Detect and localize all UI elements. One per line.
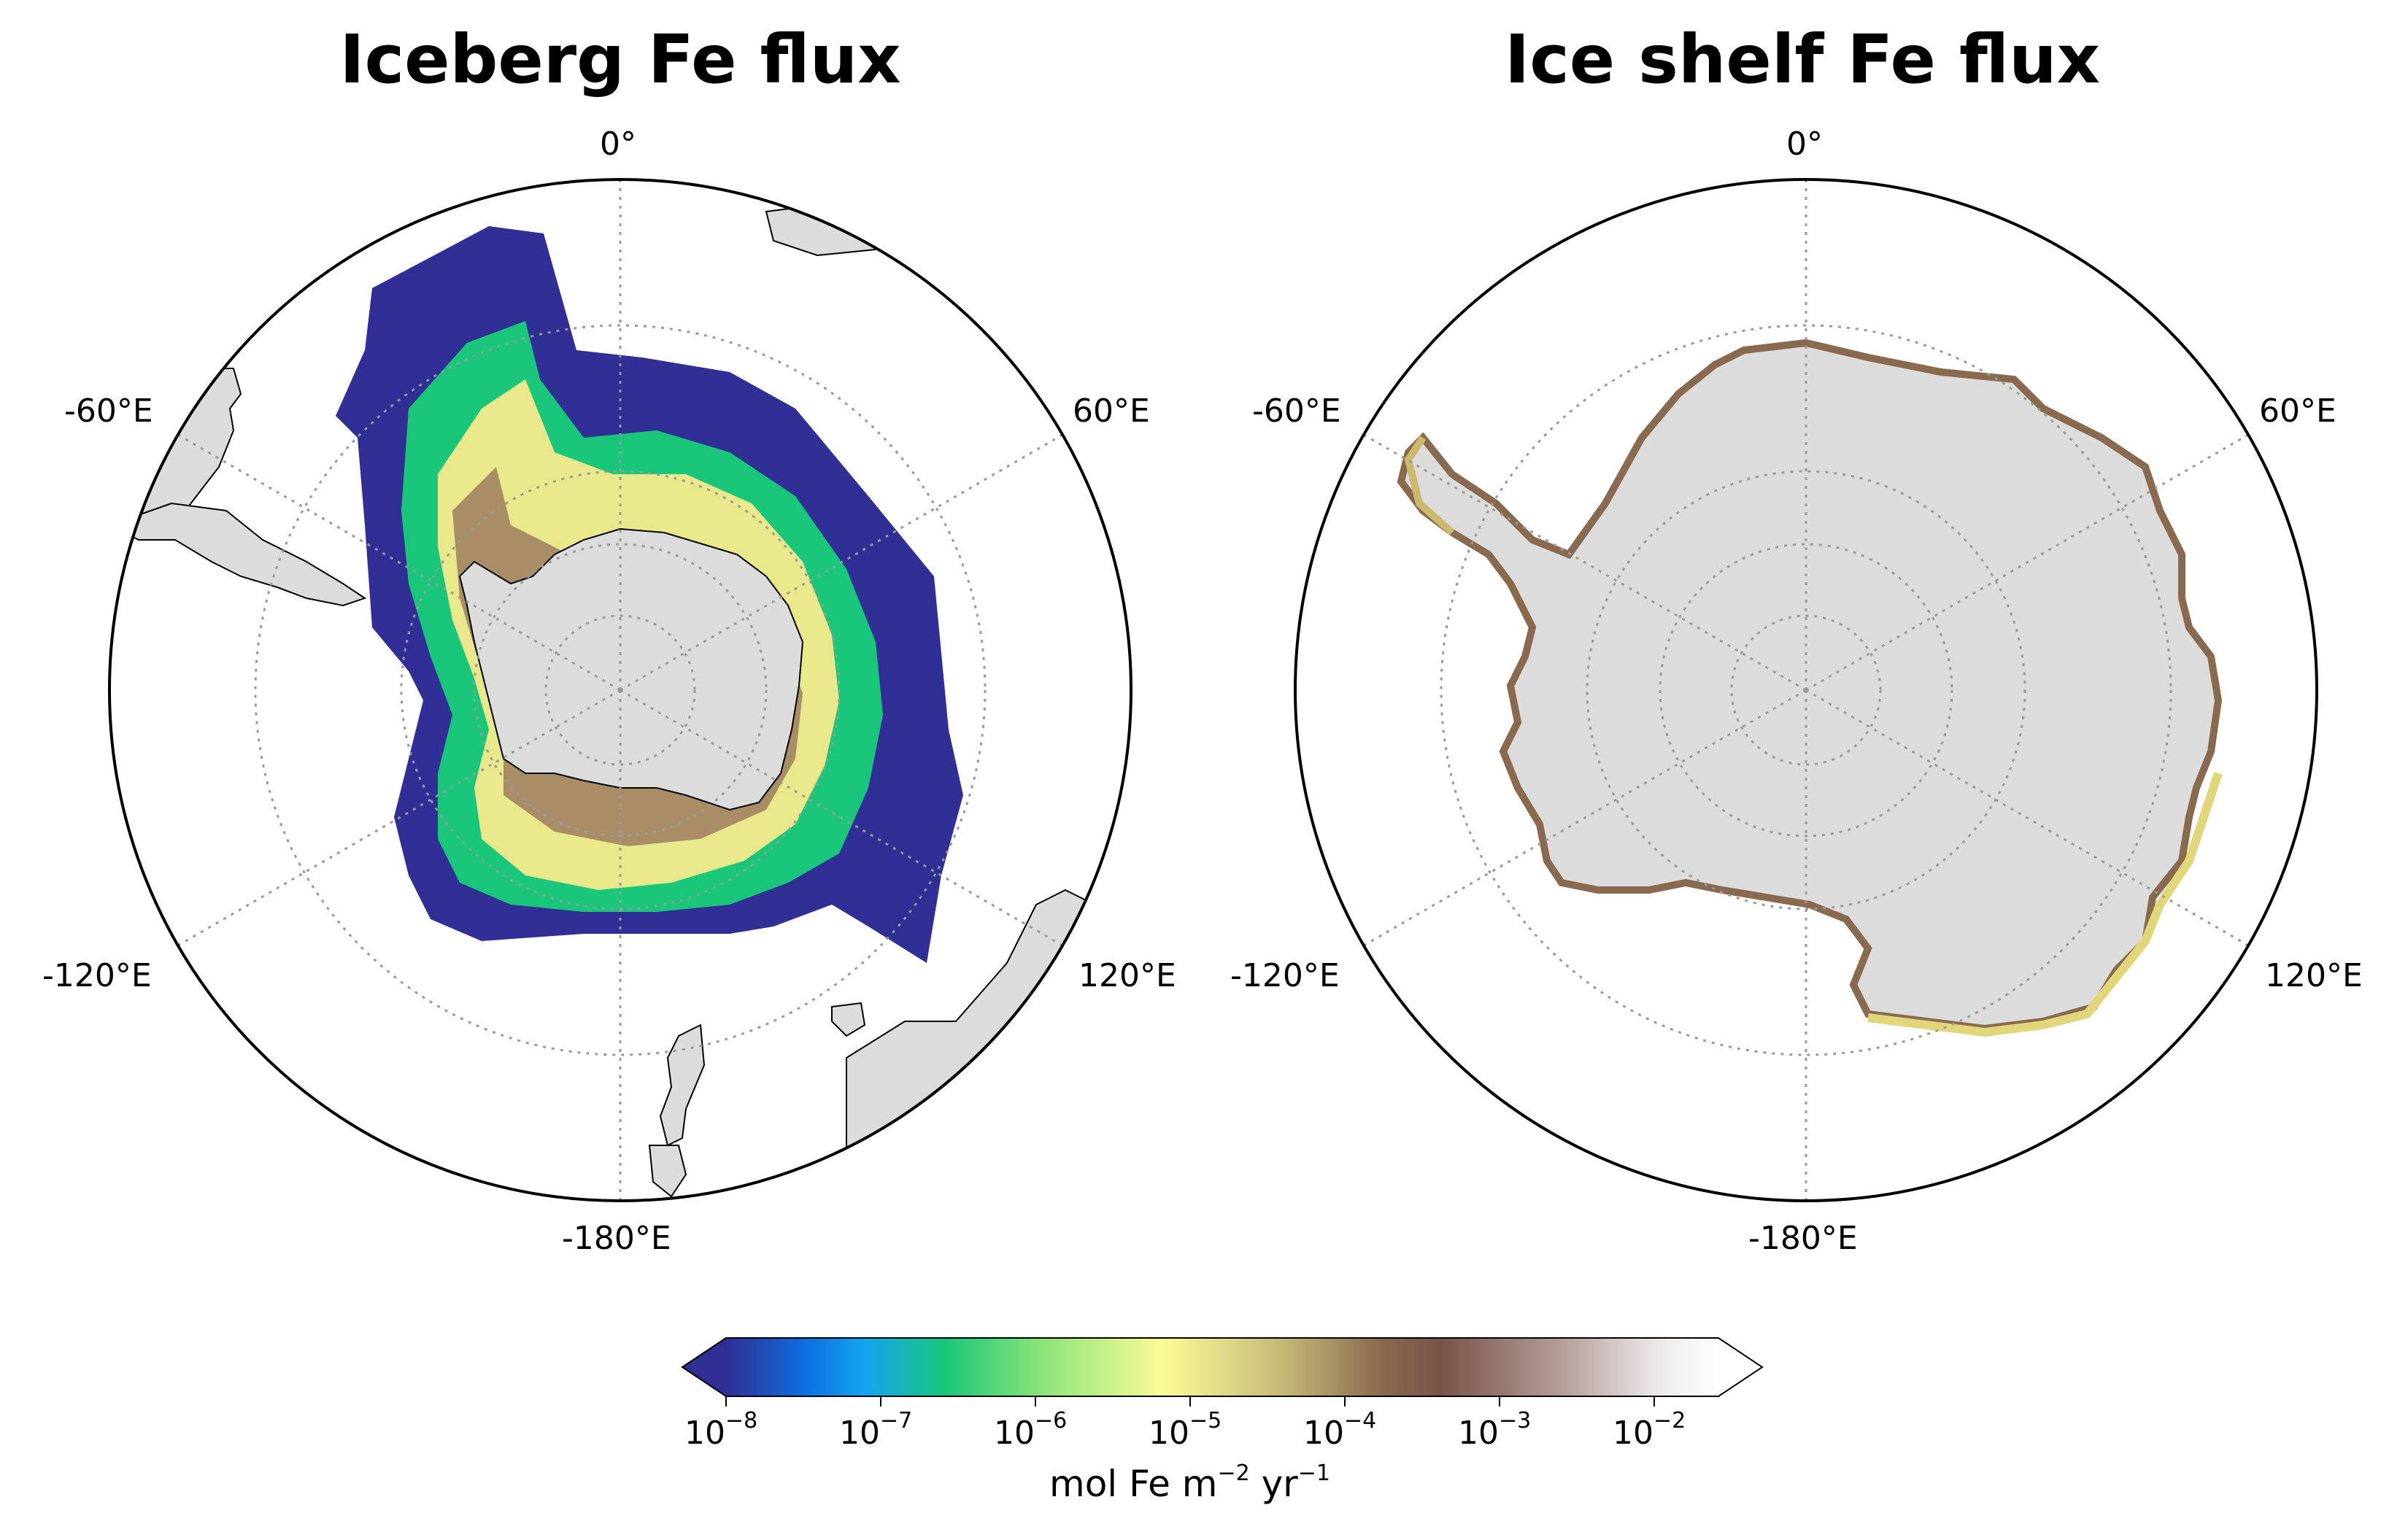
cb-label-m4: 10−4	[1303, 1408, 1377, 1452]
lat-circle-1	[544, 614, 696, 766]
colorbar-extend-high	[1718, 1338, 1762, 1396]
meridian-m120	[177, 689, 621, 947]
cb-label-m5: 10−5	[1149, 1408, 1222, 1452]
right-map-boundary	[1294, 178, 2318, 1202]
right-lon-60: 60°E	[2259, 392, 2336, 430]
right-lon-m120: -120°E	[1230, 957, 1340, 994]
cb-label-m2: 10−2	[1613, 1408, 1686, 1452]
meridian-rm60	[1363, 433, 1807, 692]
cb-label-m8: 10−8	[684, 1408, 758, 1452]
colorbar-body	[726, 1338, 1718, 1396]
antarctica-land-left	[458, 527, 804, 811]
australia-land	[846, 889, 1131, 1201]
right-lon-m60: -60°E	[1252, 392, 1341, 430]
left-lon-0: 0°	[600, 125, 636, 163]
cb-label-m7: 10−7	[839, 1408, 913, 1452]
africa-land	[765, 203, 892, 257]
ice-shelf-peninsula-segment	[1404, 436, 1455, 535]
left-panel-title: Iceberg Fe flux	[339, 20, 901, 98]
lat-circle-r2	[1659, 543, 1953, 837]
lat-circle-4	[254, 324, 987, 1056]
meridian-60	[620, 433, 1063, 692]
lat-circle-r4	[1440, 324, 2172, 1056]
tasmania-land	[831, 1002, 866, 1037]
lat-circle-r1	[1730, 614, 1882, 766]
meridian-rm120	[1363, 689, 1807, 947]
south-america-tip	[109, 502, 367, 607]
left-lon-m60: -60°E	[64, 392, 153, 430]
antarctica-land-right	[1397, 338, 2223, 1033]
left-lon-120: 120°E	[1078, 957, 1176, 994]
left-map-boundary	[108, 178, 1132, 1202]
colorbar	[681, 1337, 1764, 1407]
left-lon-60: 60°E	[1073, 392, 1150, 430]
left-lon-m180: -180°E	[562, 1220, 671, 1257]
meridian-r60	[1805, 433, 2249, 692]
cb-label-m6: 10−6	[994, 1408, 1068, 1452]
right-lon-m180: -180°E	[1748, 1220, 1858, 1257]
right-lon-120: 120°E	[2265, 957, 2363, 994]
colorbar-units-label: mol Fe m−2 yr−1	[1049, 1461, 1330, 1505]
new-zealand-land	[648, 1024, 706, 1198]
meridian-r120	[1805, 689, 2249, 947]
meridian-m60	[177, 433, 621, 692]
cb-label-m3: 10−3	[1458, 1408, 1532, 1452]
left-lon-m120: -120°E	[42, 957, 152, 994]
ice-shelf-yellow-segment	[1867, 772, 2223, 1037]
colorbar-extend-low	[682, 1338, 726, 1396]
right-lon-0: 0°	[1786, 125, 1823, 163]
lat-circle-2	[473, 543, 768, 837]
meridian-120	[620, 689, 1063, 947]
right-panel-title: Ice shelf Fe flux	[1504, 20, 2100, 98]
